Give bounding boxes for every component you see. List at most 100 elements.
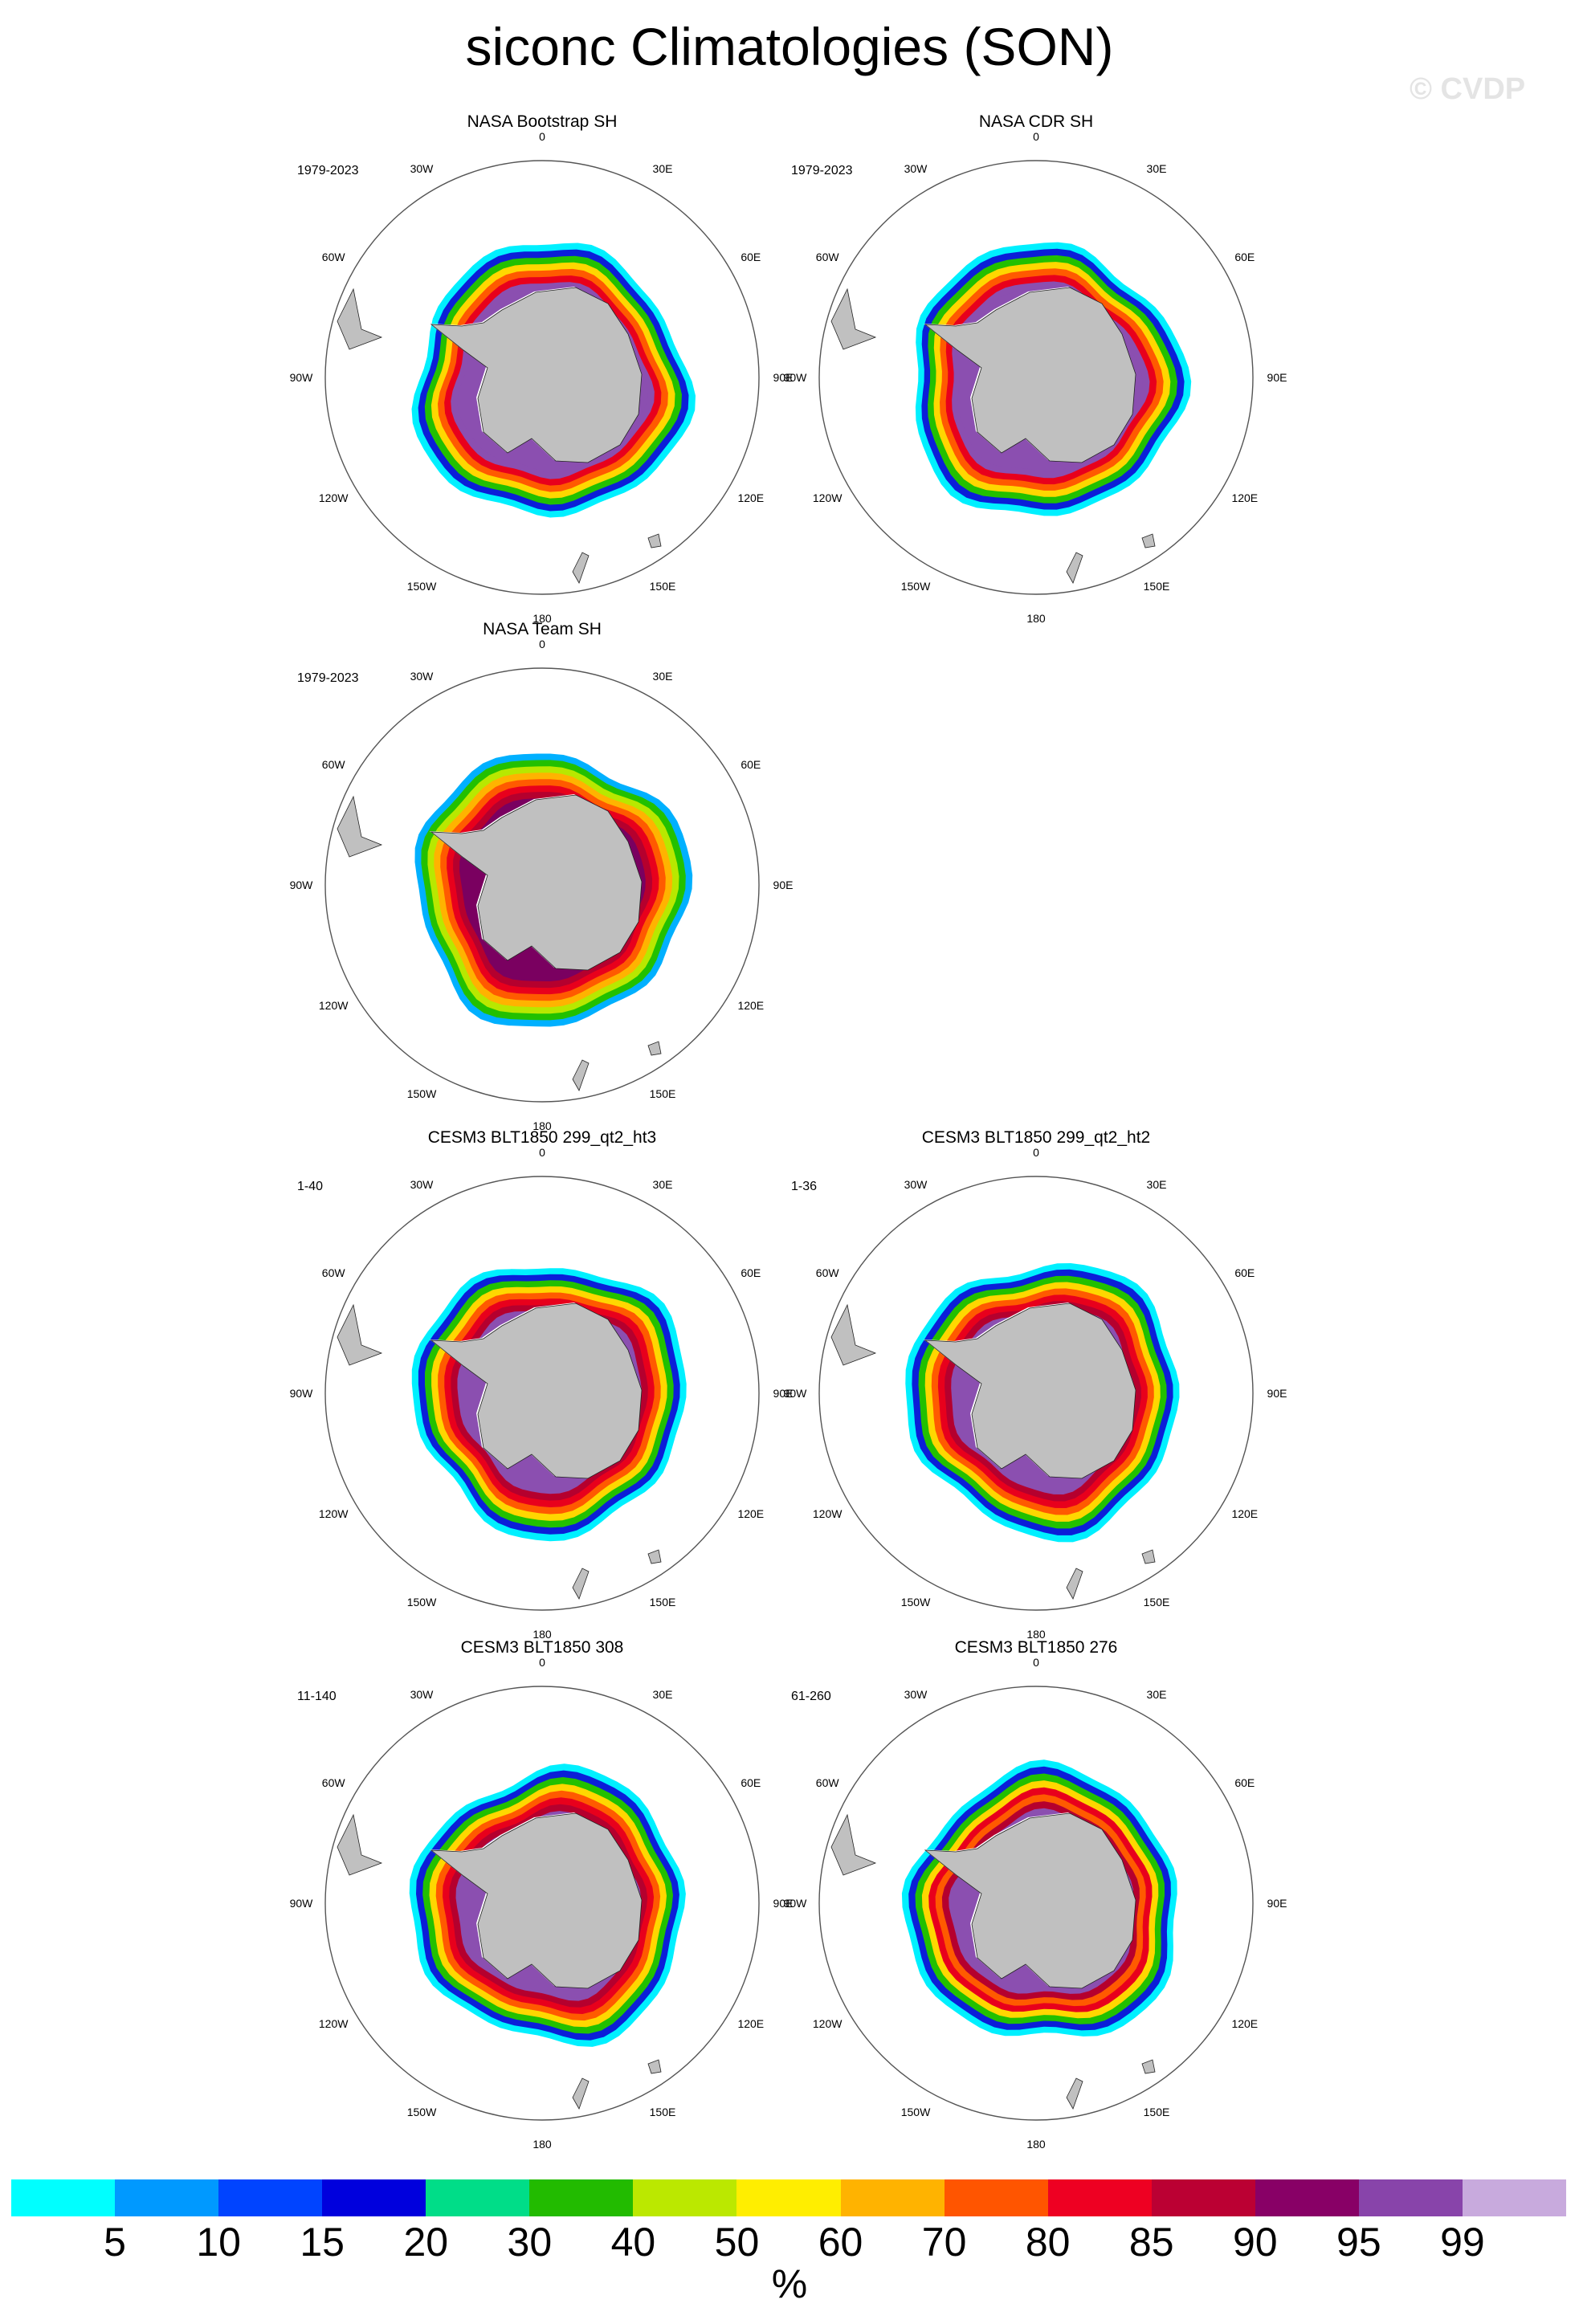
lon-label: 90E (1267, 371, 1287, 384)
new-zealand-landmass (572, 2077, 590, 2110)
colorbar-swatch (633, 2179, 737, 2216)
lon-label: 60E (741, 1776, 761, 1789)
new-zealand-landmass (1066, 1568, 1083, 1600)
new-zealand-landmass (1066, 552, 1083, 584)
lon-label: 120W (318, 2017, 349, 2030)
map-panel-p4: CESM3 BLT1850 299_qt2_ht3 1-40 0 30E 60E 90E 1… (257, 1128, 794, 1641)
lon-label: 60E (1234, 251, 1255, 263)
colorbar-tick-label: 20 (403, 2220, 449, 2265)
colorbar-swatch (322, 2179, 426, 2216)
new-zealand-landmass (572, 552, 590, 584)
lon-label: 60W (815, 1776, 839, 1789)
colorbar-tick-label: 70 (921, 2220, 967, 2265)
colorbar-tick-label: 30 (507, 2220, 553, 2265)
lon-label: 0 (1033, 130, 1039, 143)
lon-label: 120W (812, 491, 843, 504)
lon-label: 120W (318, 1507, 349, 1520)
lon-label: 0 (1033, 1146, 1039, 1159)
polar-map (324, 160, 760, 595)
lon-label: 30W (904, 1178, 928, 1192)
polar-map (324, 667, 760, 1103)
lon-label: 180 (1026, 612, 1046, 625)
new-zealand-landmass (1066, 2077, 1083, 2110)
antarctica-landmass (924, 1303, 1136, 1479)
lon-label: 150W (406, 1595, 437, 1608)
lon-label: 0 (539, 130, 545, 143)
lon-label: 30E (652, 1688, 673, 1702)
lon-label: 120W (812, 1507, 843, 1520)
map-boundary (324, 160, 760, 595)
lon-label: 150E (649, 2105, 676, 2118)
lon-label: 150W (900, 579, 931, 593)
lon-label: 60E (1234, 1266, 1255, 1279)
lon-label: 60W (321, 1776, 345, 1789)
antarctica-landmass (924, 287, 1136, 463)
tasmania-landmass (647, 2059, 662, 2074)
lon-label: 30W (410, 162, 434, 176)
south-america-landmass (337, 1813, 383, 1876)
lon-label: 150E (1143, 1595, 1170, 1608)
new-zealand-landmass (572, 1568, 590, 1600)
lon-label: 30E (1146, 162, 1167, 176)
map-panel-p1: NASA Bootstrap SH 1979-2023 0 30E 60E 90E 120E… (257, 112, 794, 625)
colorbar-tick-label: 60 (818, 2220, 863, 2265)
colorbar-tick-label: 99 (1440, 2220, 1485, 2265)
lon-label: 90W (783, 1897, 807, 1910)
lon-label: 30W (410, 1688, 434, 1702)
lon-label: 150W (900, 1595, 931, 1608)
tasmania-landmass (647, 1041, 662, 1056)
panel-period: 1979-2023 (297, 671, 359, 685)
colorbar-tick-label: 85 (1128, 2220, 1174, 2265)
map-boundary (818, 1686, 1254, 2121)
south-america-landmass (830, 1813, 877, 1876)
lon-label: 180 (532, 1628, 552, 1641)
lon-label: 30W (904, 1688, 928, 1702)
colorbar-tick-label: 40 (610, 2220, 656, 2265)
map-panel-p6: CESM3 BLT1850 308 11-140 0 30E 60E 90E 120E 150… (257, 1638, 794, 2151)
colorbar-tick-label: 15 (300, 2220, 345, 2265)
panel-period: 61-260 (791, 1690, 831, 1703)
colorbar-tick-label: 95 (1336, 2220, 1381, 2265)
tasmania-landmass (647, 1549, 662, 1564)
lon-label: 60E (741, 251, 761, 263)
lon-label: 90E (773, 371, 794, 384)
lon-label: 60E (1234, 1776, 1255, 1789)
lon-label: 60W (815, 251, 839, 263)
lon-label: 150W (406, 579, 437, 593)
colorbar-swatch (840, 2179, 945, 2216)
lon-label: 180 (532, 1119, 552, 1132)
map-boundary (324, 667, 760, 1103)
colorbar (11, 2179, 1566, 2216)
panel-title: NASA Team SH (483, 620, 602, 638)
panel-title: CESM3 BLT1850 308 (460, 1638, 624, 1657)
lon-label: 30W (904, 162, 928, 176)
south-america-landmass (830, 287, 877, 350)
lon-label: 30E (652, 1178, 673, 1192)
lon-label: 120E (1231, 2017, 1259, 2030)
lon-label: 180 (532, 612, 552, 625)
lon-label: 120E (737, 2017, 765, 2030)
colorbar-swatch (218, 2179, 323, 2216)
colorbar-swatch (426, 2179, 530, 2216)
colorbar-swatch (115, 2179, 219, 2216)
colorbar-swatch (944, 2179, 1048, 2216)
lon-label: 90W (783, 1387, 807, 1400)
lon-label: 90E (1267, 1387, 1287, 1400)
lon-label: 0 (539, 1146, 545, 1159)
colorbar-tick-label: 90 (1232, 2220, 1278, 2265)
lon-label: 30W (410, 1178, 434, 1192)
polar-map (324, 1686, 760, 2121)
lon-label: 150E (1143, 2105, 1170, 2118)
lon-label: 120E (737, 999, 765, 1012)
colorbar-tick-label: 80 (1025, 2220, 1071, 2265)
map-boundary (324, 1686, 760, 2121)
lon-label: 60W (321, 1266, 345, 1279)
colorbar-tick-label: 5 (104, 2220, 126, 2265)
antarctica-landmass (430, 794, 643, 971)
antarctica-landmass (430, 287, 643, 463)
colorbar-swatch (1462, 2179, 1566, 2216)
lon-label: 30E (652, 162, 673, 176)
lon-label: 30E (1146, 1178, 1167, 1192)
lon-label: 180 (532, 2138, 552, 2151)
colorbar-swatch (1255, 2179, 1359, 2216)
